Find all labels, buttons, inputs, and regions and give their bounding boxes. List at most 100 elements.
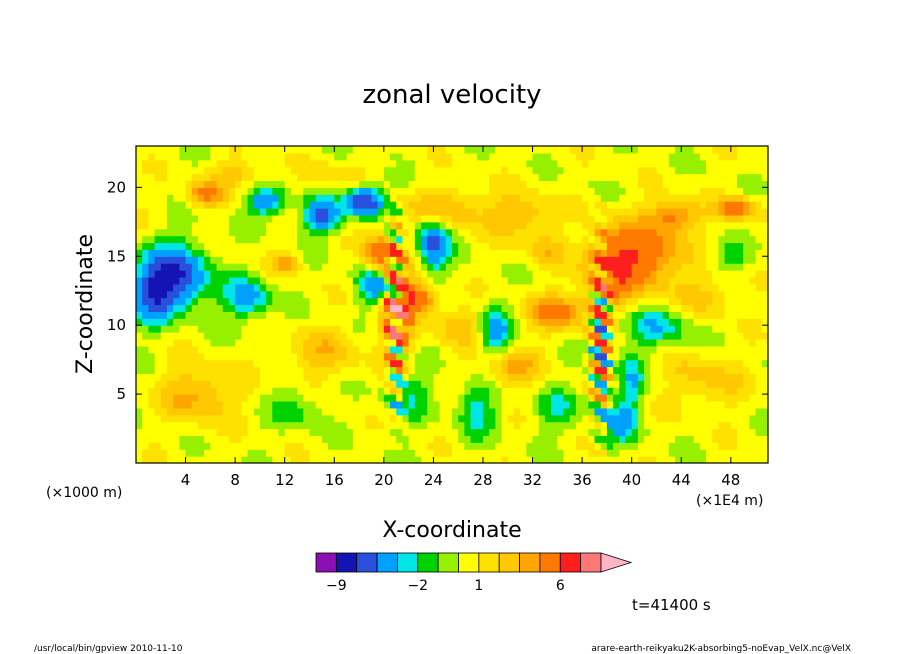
field-cell bbox=[557, 435, 565, 443]
field-cell bbox=[755, 338, 763, 347]
field-cell bbox=[284, 311, 292, 319]
field-cell bbox=[303, 256, 311, 264]
field-cell bbox=[272, 338, 280, 347]
field-cell bbox=[377, 456, 385, 463]
field-cell bbox=[594, 166, 602, 175]
field-cell bbox=[297, 283, 304, 292]
field-cell bbox=[538, 304, 546, 312]
field-cell bbox=[637, 366, 645, 375]
field-cell bbox=[452, 428, 459, 437]
field-cell bbox=[458, 187, 465, 195]
field-cell bbox=[383, 338, 391, 347]
field-cell bbox=[284, 228, 292, 237]
field-cell bbox=[185, 249, 193, 257]
field-cell bbox=[247, 270, 255, 278]
field-cell bbox=[359, 442, 366, 450]
field-cell bbox=[204, 228, 211, 237]
field-cell bbox=[737, 366, 744, 375]
field-cell bbox=[328, 352, 335, 361]
field-cell bbox=[730, 242, 738, 250]
field-cell bbox=[297, 414, 304, 423]
field-cell bbox=[445, 352, 453, 361]
field-cell bbox=[613, 442, 620, 450]
field-cell bbox=[470, 297, 478, 306]
field-cell bbox=[575, 283, 583, 292]
field-cell bbox=[166, 366, 174, 375]
field-cell bbox=[421, 387, 428, 395]
field-cell bbox=[445, 345, 453, 354]
field-cell bbox=[210, 400, 218, 409]
field-cell bbox=[724, 325, 732, 333]
field-cell bbox=[383, 304, 391, 312]
field-cell bbox=[743, 435, 751, 443]
field-cell bbox=[501, 290, 509, 299]
field-cell bbox=[761, 228, 768, 237]
field-cell bbox=[284, 394, 292, 402]
field-cell bbox=[142, 228, 149, 237]
field-cell bbox=[551, 387, 558, 395]
field-cell bbox=[402, 194, 410, 202]
field-cell bbox=[408, 435, 416, 443]
field-cell bbox=[377, 428, 385, 437]
field-cell bbox=[730, 270, 738, 278]
field-cell bbox=[569, 380, 577, 388]
field-cell bbox=[228, 159, 236, 168]
field-cell bbox=[625, 304, 633, 312]
field-cell bbox=[259, 332, 267, 340]
field-cell bbox=[266, 338, 273, 347]
field-cell bbox=[321, 387, 329, 395]
field-cell bbox=[142, 304, 149, 312]
field-cell bbox=[551, 338, 558, 347]
field-cell bbox=[340, 297, 348, 306]
field-cell bbox=[402, 318, 410, 326]
field-cell bbox=[228, 256, 236, 264]
field-cell bbox=[532, 311, 540, 319]
field-cell bbox=[278, 394, 286, 402]
field-cell bbox=[346, 166, 354, 175]
field-cell bbox=[247, 221, 255, 230]
field-cell bbox=[284, 449, 292, 457]
field-cell bbox=[160, 345, 168, 354]
field-cell bbox=[662, 414, 670, 423]
field-cell bbox=[594, 297, 602, 306]
field-cell bbox=[755, 249, 763, 257]
field-cell bbox=[588, 235, 596, 244]
field-cell bbox=[724, 208, 732, 216]
field-cell bbox=[544, 194, 552, 202]
field-cell bbox=[297, 146, 304, 154]
field-cell bbox=[136, 242, 143, 250]
field-cell bbox=[371, 214, 379, 223]
field-cell bbox=[402, 414, 410, 423]
field-cell bbox=[532, 325, 540, 333]
field-cell bbox=[675, 297, 682, 306]
field-cell bbox=[142, 442, 149, 450]
field-cell bbox=[352, 400, 360, 409]
field-cell bbox=[507, 400, 515, 409]
field-cell bbox=[588, 387, 596, 395]
field-cell bbox=[396, 325, 404, 333]
field-cell bbox=[662, 345, 670, 354]
field-cell bbox=[359, 311, 366, 319]
field-cell bbox=[743, 345, 751, 354]
field-cell bbox=[538, 373, 546, 381]
field-cell bbox=[179, 352, 187, 361]
field-cell bbox=[476, 380, 484, 388]
field-cell bbox=[334, 208, 342, 216]
field-cell bbox=[675, 187, 682, 195]
field-cell bbox=[421, 297, 428, 306]
field-cell bbox=[321, 297, 329, 306]
field-cell bbox=[321, 304, 329, 312]
field-cell bbox=[136, 332, 143, 340]
field-cell bbox=[421, 318, 428, 326]
field-cell bbox=[600, 152, 608, 161]
field-cell bbox=[563, 297, 571, 306]
field-cell bbox=[693, 394, 701, 402]
field-cell bbox=[501, 325, 509, 333]
field-cell bbox=[334, 290, 342, 299]
field-cell bbox=[563, 256, 571, 264]
field-cell bbox=[544, 173, 552, 182]
field-cell bbox=[737, 194, 744, 202]
field-cell bbox=[328, 318, 335, 326]
field-cell bbox=[656, 263, 664, 271]
field-cell bbox=[513, 311, 521, 319]
